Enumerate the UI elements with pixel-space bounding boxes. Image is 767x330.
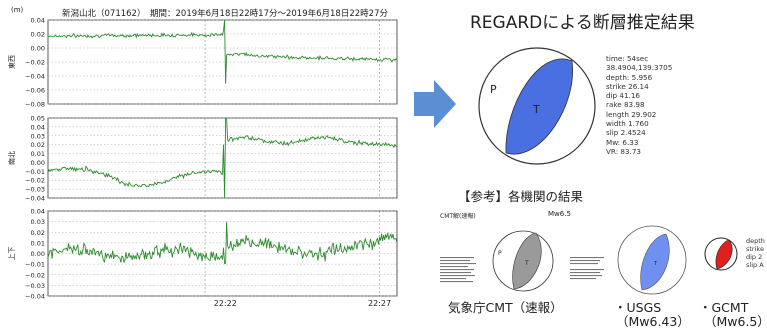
fault-params: time: 54sec 38.4904,139.3705 depth: 5.956 s… bbox=[606, 54, 672, 156]
station-label: 新潟山北（071162） bbox=[62, 9, 146, 19]
fault-param: width 1.760 bbox=[606, 119, 649, 129]
y-tick-label: 0.04 bbox=[31, 17, 45, 25]
y-tick-label: 0.03 bbox=[31, 218, 45, 226]
waveform-trace bbox=[47, 117, 398, 199]
gcmt-param: slip A bbox=[746, 261, 764, 269]
gcmt-caption-1: ・GCMT bbox=[699, 300, 749, 315]
y-tick-label: −0.04 bbox=[25, 195, 45, 203]
fault-param: strike 26.14 bbox=[606, 81, 649, 91]
y-tick-label: 0.03 bbox=[31, 132, 45, 140]
component-label: 上下 bbox=[7, 247, 16, 261]
gcmt-param: depth bbox=[746, 237, 765, 245]
gcmt-caption-2: （Mw6.5） bbox=[704, 314, 767, 329]
y-tick-label: 0.01 bbox=[31, 239, 45, 247]
fault-param: dip 41.16 bbox=[606, 91, 640, 101]
waveform-trace bbox=[47, 19, 398, 84]
regard-beachball: P T bbox=[478, 47, 596, 165]
y-tick-label: 0.00 bbox=[31, 250, 45, 258]
component-label: 南北 bbox=[7, 151, 16, 165]
waveform-panel: 0.050.040.030.020.010.00−0.01−0.02−0.03−… bbox=[7, 115, 398, 203]
jma-mw: Mw6.5 bbox=[548, 210, 571, 218]
panel-frame bbox=[47, 117, 398, 199]
svg-text:T: T bbox=[524, 260, 529, 267]
gcmt-param: dip 2 bbox=[746, 253, 763, 261]
svg-text:P: P bbox=[498, 250, 502, 257]
unit-label: (m) bbox=[11, 6, 24, 14]
y-tick-label: −0.04 bbox=[25, 73, 45, 81]
period-label: 期間：2019年6月18日22時17分～2019年6月18日22時27分 bbox=[150, 9, 388, 19]
fault-param: time: 54sec bbox=[606, 54, 649, 63]
y-tick-label: 0.04 bbox=[31, 208, 45, 216]
result-title: REGARDによる断層推定結果 bbox=[470, 13, 695, 33]
usgs-caption-2: （Mw6.43） bbox=[616, 314, 690, 329]
waveform-chart: 0.040.020.00−0.02−0.04−0.06−0.08東西0.050.… bbox=[7, 17, 398, 308]
fault-param: 38.4904,139.3705 bbox=[606, 63, 673, 73]
y-tick-label: −0.02 bbox=[25, 271, 45, 279]
y-tick-label: −0.04 bbox=[25, 293, 45, 301]
y-tick-label: 0.01 bbox=[31, 150, 45, 158]
gcmt-beachball bbox=[704, 237, 738, 271]
component-label: 東西 bbox=[7, 55, 16, 69]
jma-doc-title: CMT解(速報) bbox=[440, 213, 476, 220]
y-tick-label: 0.04 bbox=[31, 123, 45, 131]
y-tick-label: −0.02 bbox=[25, 59, 45, 67]
gcmt-side-text: depth strike dip 2 slip A bbox=[746, 237, 765, 269]
waveform-panel: 0.04 0.02 0.00 −0.02 −0.04 −0.06 −0.08 東西 bbox=[7, 17, 398, 109]
jma-cmt-document: CMT解(速報) Mw6.5 P T bbox=[438, 207, 608, 295]
fault-param: VR: 83.73 bbox=[606, 146, 641, 156]
waveform-panel: 0.04 0.03 0.02 0.01 0.00 −0.01 −0.02 −0.03 −0.04… bbox=[7, 208, 398, 301]
fault-param: depth: 5.956 bbox=[606, 72, 653, 82]
jma-caption: 気象庁CMT（速報） bbox=[448, 300, 563, 315]
y-tick-label: −0.03 bbox=[25, 282, 45, 290]
fault-param: rake 83.98 bbox=[606, 100, 645, 110]
y-tick-label: 0.00 bbox=[31, 159, 45, 167]
x-tick-label: 22:27 bbox=[368, 299, 391, 308]
waveform-trace bbox=[47, 221, 398, 264]
y-tick-label: 0.02 bbox=[31, 31, 45, 39]
jma-doc-graphics: P T bbox=[440, 230, 604, 292]
p-axis-label: P bbox=[490, 83, 497, 96]
fault-param: Mw: 6.33 bbox=[606, 137, 639, 147]
y-tick-label: −0.03 bbox=[25, 186, 45, 194]
usgs-caption-1: ・USGS bbox=[614, 300, 662, 315]
y-tick-label: −0.01 bbox=[25, 168, 45, 176]
y-tick-label: −0.06 bbox=[25, 87, 45, 95]
y-tick-label: −0.08 bbox=[25, 101, 45, 109]
y-tick-label: 0.02 bbox=[31, 229, 45, 237]
usgs-beachball: T bbox=[617, 225, 687, 295]
arrow-icon bbox=[414, 80, 456, 128]
y-tick-label: 0.02 bbox=[31, 141, 45, 149]
y-tick-label: 0.00 bbox=[31, 45, 45, 53]
y-tick-label: −0.01 bbox=[25, 261, 45, 269]
panel-frame bbox=[47, 19, 398, 105]
gcmt-param: strike bbox=[746, 245, 764, 253]
fault-param: slip 2.4524 bbox=[606, 128, 646, 138]
x-tick-label: 22:22 bbox=[214, 299, 237, 308]
y-tick-label: 0.05 bbox=[31, 115, 45, 123]
reference-title: 【参考】各機関の結果 bbox=[458, 189, 584, 204]
t-axis-label: T bbox=[532, 103, 540, 116]
fault-param: length 29.902 bbox=[606, 109, 657, 119]
svg-text:T: T bbox=[653, 261, 658, 267]
y-tick-label: −0.02 bbox=[25, 177, 45, 185]
